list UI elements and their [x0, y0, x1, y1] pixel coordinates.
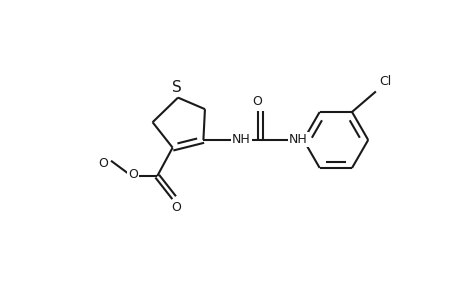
Text: NH: NH [231, 134, 250, 146]
Text: NH: NH [288, 134, 307, 146]
Text: S: S [171, 80, 181, 94]
Text: Cl: Cl [378, 75, 390, 88]
Text: O: O [252, 94, 262, 108]
Text: O: O [98, 157, 108, 170]
Text: O: O [128, 168, 138, 181]
Text: O: O [170, 201, 180, 214]
